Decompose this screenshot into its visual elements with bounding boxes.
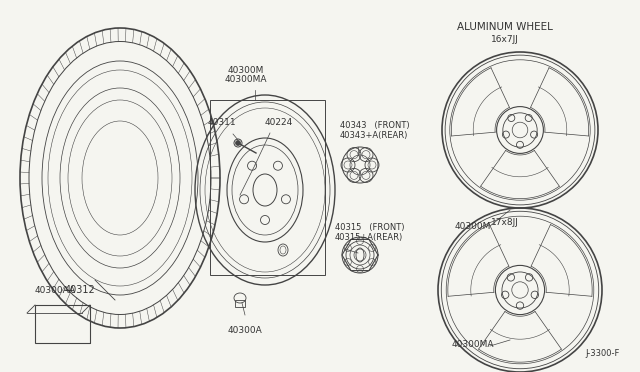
Text: 40300MA: 40300MA	[225, 75, 268, 84]
Text: 40311: 40311	[208, 118, 236, 127]
Text: 40343   (FRONT): 40343 (FRONT)	[340, 121, 410, 130]
Circle shape	[236, 141, 241, 145]
Text: 17x8JJ: 17x8JJ	[491, 218, 519, 227]
Text: 40224: 40224	[265, 118, 293, 127]
Text: 40300A: 40300A	[228, 326, 262, 335]
Text: 40300MA: 40300MA	[452, 340, 495, 349]
Bar	[35, 305, 90, 343]
Text: 40315   (FRONT): 40315 (FRONT)	[335, 223, 404, 232]
Text: J-3300-F: J-3300-F	[586, 349, 620, 358]
Text: 40343+A(REAR): 40343+A(REAR)	[340, 131, 408, 140]
Text: 40312: 40312	[65, 285, 95, 295]
Text: 40300AA: 40300AA	[35, 286, 76, 295]
Text: 40300M: 40300M	[228, 66, 264, 75]
Text: ALUMINUM WHEEL: ALUMINUM WHEEL	[457, 22, 553, 32]
Text: 40300M: 40300M	[455, 222, 492, 231]
Bar	[210, 100, 325, 275]
Text: 16x7JJ: 16x7JJ	[491, 35, 519, 44]
Text: 40315+A(REAR): 40315+A(REAR)	[335, 233, 403, 242]
Bar	[235, 300, 245, 307]
